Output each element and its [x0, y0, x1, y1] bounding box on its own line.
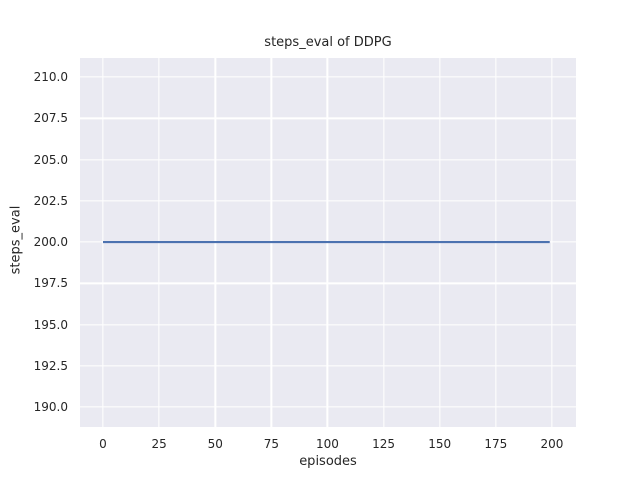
- x-tick-label: 100: [316, 437, 339, 451]
- y-tick-label: 197.5: [33, 276, 68, 291]
- x-tick-label: 200: [540, 437, 564, 451]
- gridline-horizontal: [80, 76, 576, 78]
- gridline-horizontal: [80, 406, 576, 408]
- y-tick-label: 205.0: [33, 152, 68, 167]
- y-tick-label: 195.0: [33, 317, 68, 332]
- x-tick-label: 125: [372, 437, 396, 451]
- gridline-horizontal: [80, 365, 576, 367]
- gridline-horizontal: [80, 200, 576, 202]
- x-tick-label: 25: [151, 437, 167, 451]
- gridline-horizontal: [80, 323, 576, 326]
- x-tick-label: 150: [428, 437, 452, 451]
- chart-title: steps_eval of DDPG: [264, 35, 392, 50]
- y-axis-label: steps_eval: [8, 205, 24, 275]
- x-tick-label: 50: [207, 437, 223, 451]
- x-tick-label: 75: [263, 437, 279, 451]
- series-layer: [103, 240, 550, 244]
- y-tick-label: 210.0: [33, 69, 68, 84]
- y-tick-label: 192.5: [33, 358, 68, 373]
- gridline-horizontal: [80, 117, 576, 119]
- plot-area: [80, 58, 576, 427]
- y-tick-label: 202.5: [33, 193, 68, 208]
- y-tick-label: 207.5: [33, 111, 68, 126]
- y-tick-label: 200.0: [33, 235, 68, 250]
- gridline-horizontal: [80, 158, 576, 161]
- x-tick-label: 0: [99, 437, 107, 451]
- gridline-horizontal: [80, 282, 576, 285]
- x-axis-label: episodes: [299, 454, 357, 469]
- y-tick-label: 190.0: [33, 400, 68, 415]
- x-tick-label: 175: [484, 437, 508, 451]
